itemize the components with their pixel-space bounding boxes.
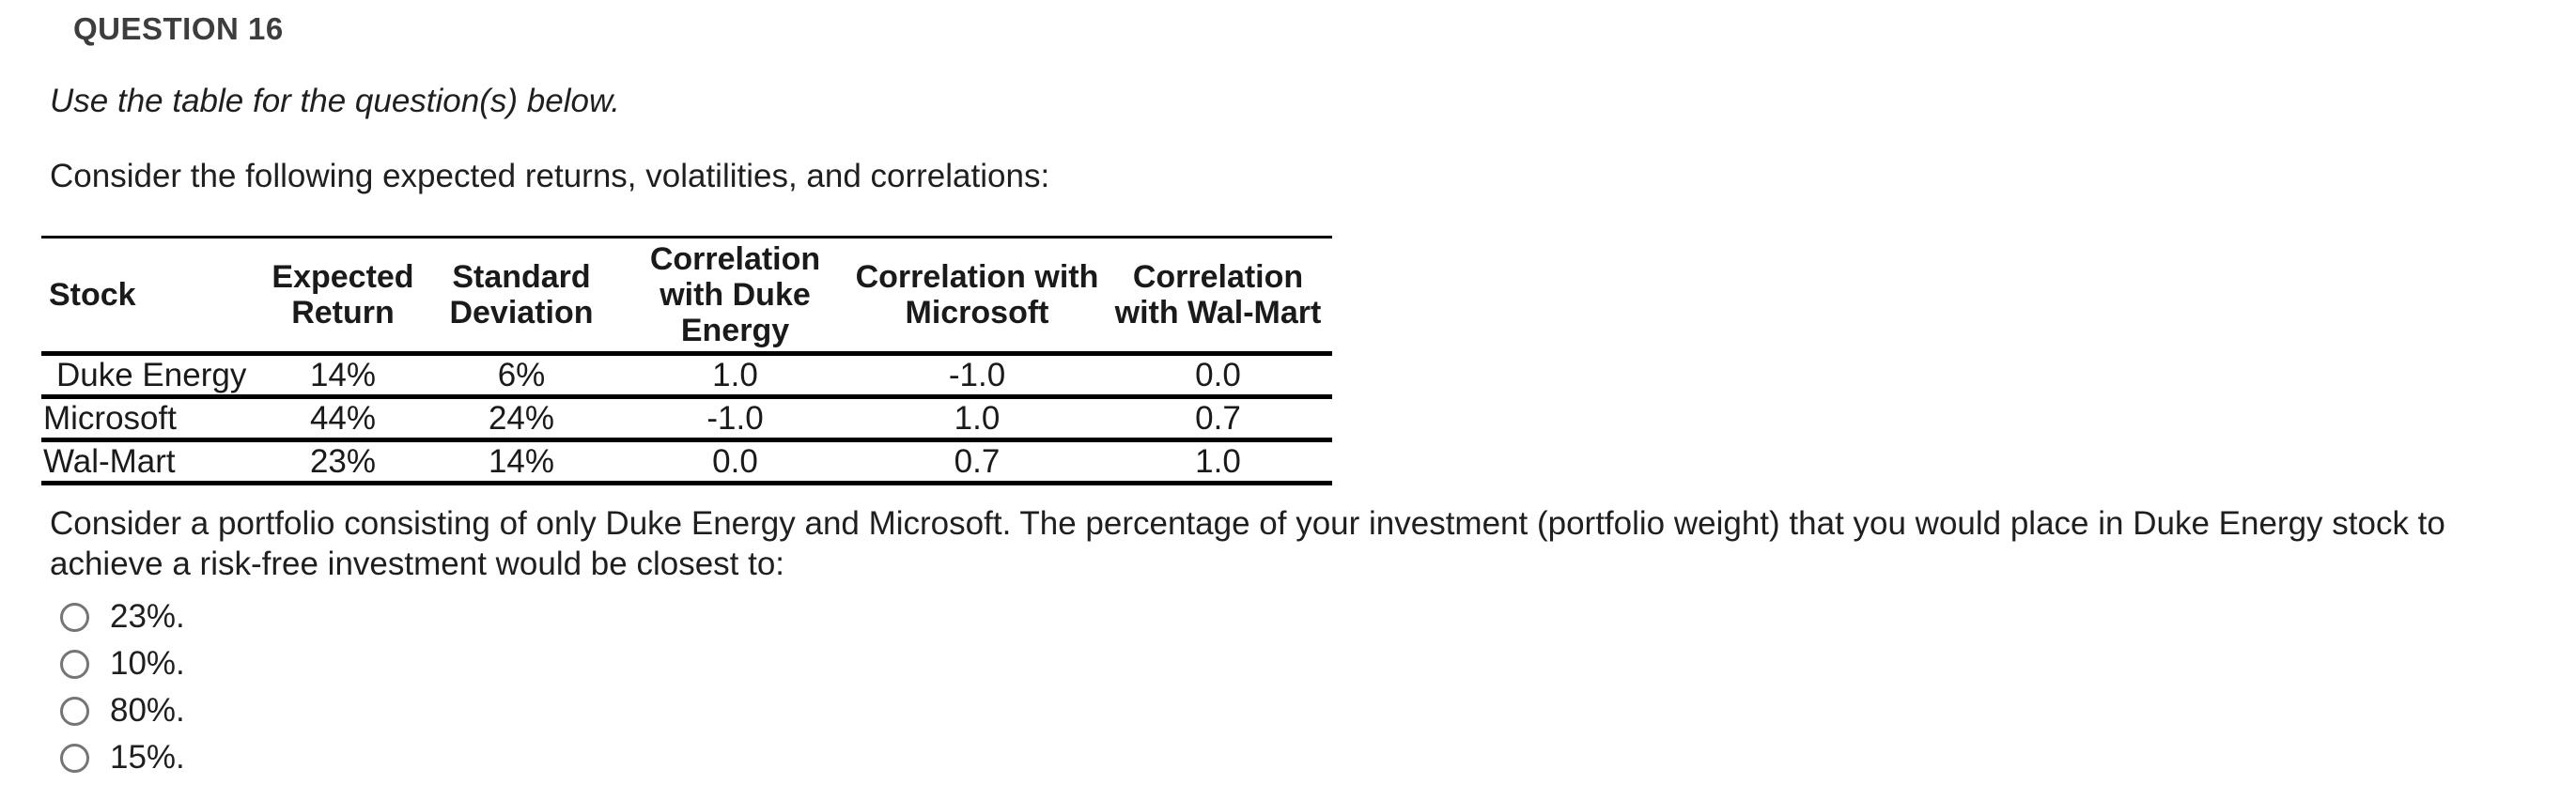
table-header-row: Stock Expected Return Standard Deviation… [41,237,1332,356]
radio-button-icon[interactable] [60,602,89,632]
table-cell: 0.0 [620,439,850,485]
table-row-microsoft: Microsoft 44% 24% -1.0 1.0 0.7 [41,396,1332,442]
table-cell: 14% [423,439,620,485]
table-cell: Duke Energy [41,353,263,399]
table-row-duke-energy: Duke Energy 14% 6% 1.0 -1.0 0.0 [41,353,1332,399]
table-cell: 14% [263,353,423,399]
table-cell: 0.0 [1104,353,1332,399]
header-standard-deviation: Standard Deviation [423,237,620,356]
instruction-text: Use the table for the question(s) below. [50,83,621,119]
answer-option-4[interactable]: 15%. [60,734,185,781]
question-prompt: Consider a portfolio consisting of only … [50,505,2445,582]
table-cell: 1.0 [620,353,850,399]
header-stock: Stock [41,237,263,356]
answer-option-2[interactable]: 10%. [60,640,185,687]
table-cell: 23% [263,439,423,485]
header-correlation-walmart: Correlation with Wal-Mart [1104,237,1332,356]
table-cell: Wal-Mart [41,439,263,485]
option-label[interactable]: 23%. [110,598,185,635]
intro-text: Consider the following expected returns,… [50,158,1050,194]
question-title: QUESTION 16 [73,11,284,46]
table-cell: 0.7 [1104,396,1332,442]
header-expected-return: Expected Return [263,237,423,356]
radio-button-icon[interactable] [60,696,89,726]
table-cell: -1.0 [850,353,1104,399]
option-label[interactable]: 80%. [110,692,185,729]
radio-button-icon[interactable] [60,743,89,773]
answer-options: 23%. 10%. 80%. 15%. [60,593,185,781]
table-cell: 0.7 [850,439,1104,485]
table-cell: 1.0 [1104,439,1332,485]
radio-button-icon[interactable] [60,649,89,679]
table-cell: 44% [263,396,423,442]
header-correlation-duke: Correlation with Duke Energy [620,237,850,356]
table-cell: 6% [423,353,620,399]
answer-option-3[interactable]: 80%. [60,687,185,734]
answer-option-1[interactable]: 23%. [60,593,185,640]
option-label[interactable]: 15%. [110,739,185,776]
table-row-walmart: Wal-Mart 23% 14% 0.0 0.7 1.0 [41,439,1332,485]
table-cell: -1.0 [620,396,850,442]
header-correlation-microsoft: Correlation with Microsoft [850,237,1104,356]
table-cell: Microsoft [41,396,263,442]
table-cell: 24% [423,396,620,442]
returns-correlations-table: Stock Expected Return Standard Deviation… [41,236,1332,485]
option-label[interactable]: 10%. [110,645,185,682]
table-cell: 1.0 [850,396,1104,442]
